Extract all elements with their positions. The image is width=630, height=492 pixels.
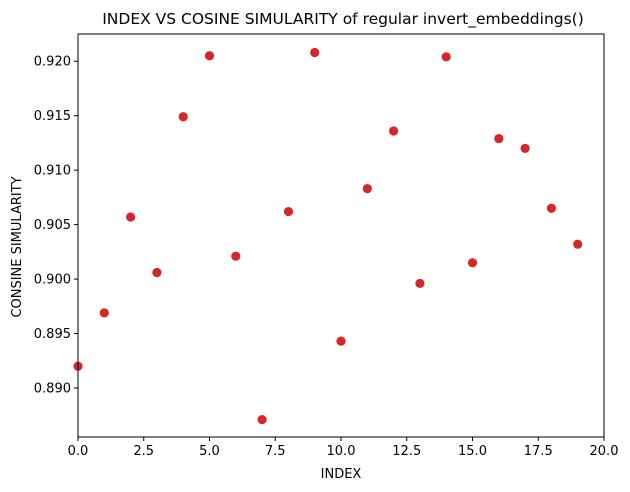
data-point	[152, 267, 162, 278]
x-tick-label: 0.0	[68, 444, 89, 459]
x-tick-label: 5.0	[199, 444, 220, 459]
y-tick-label: 0.895	[34, 327, 71, 342]
y-tick-label: 0.890	[34, 381, 71, 396]
data-point	[257, 414, 267, 425]
x-tick-label: 17.5	[524, 444, 553, 459]
y-tick-label: 0.920	[34, 55, 71, 70]
data-point	[441, 52, 451, 62]
data-point	[204, 51, 215, 61]
data-point	[389, 126, 399, 136]
y-tick-label: 0.900	[34, 273, 71, 288]
x-tick-label: 10.0	[327, 444, 356, 459]
data-point	[467, 258, 478, 268]
y-tick-label: 0.905	[34, 218, 71, 233]
chart-title: INDEX VS COSINE SIMULARITY of regular in…	[102, 10, 584, 29]
data-point	[494, 133, 504, 144]
data-point	[362, 184, 372, 194]
data-point	[415, 278, 425, 289]
x-tick-label: 15.0	[458, 444, 487, 459]
x-tick-label: 2.5	[133, 444, 154, 459]
y-tick-label: 0.910	[34, 164, 71, 179]
x-tick-label: 12.5	[392, 444, 421, 459]
x-tick-label: 20.0	[590, 444, 619, 459]
data-point	[336, 336, 346, 346]
data-point	[126, 212, 136, 222]
data-point	[546, 203, 557, 213]
data-point	[99, 308, 109, 318]
data-point	[573, 239, 583, 249]
data-point	[178, 112, 188, 122]
data-point	[520, 143, 530, 153]
y-tick-label: 0.915	[34, 109, 71, 124]
plot-area: 0.0 2.5 5.0 7.5 10.0 12.5 15.0 17.5 20.0 0.890 0.8…	[34, 33, 619, 459]
x-axis-label: INDEX	[321, 467, 362, 482]
x-tick-label: 7.5	[265, 444, 286, 459]
data-point	[231, 251, 241, 261]
data-point	[310, 47, 320, 58]
y-axis-label: CONSINE SIMULARITY	[10, 176, 25, 317]
data-point	[283, 206, 293, 217]
